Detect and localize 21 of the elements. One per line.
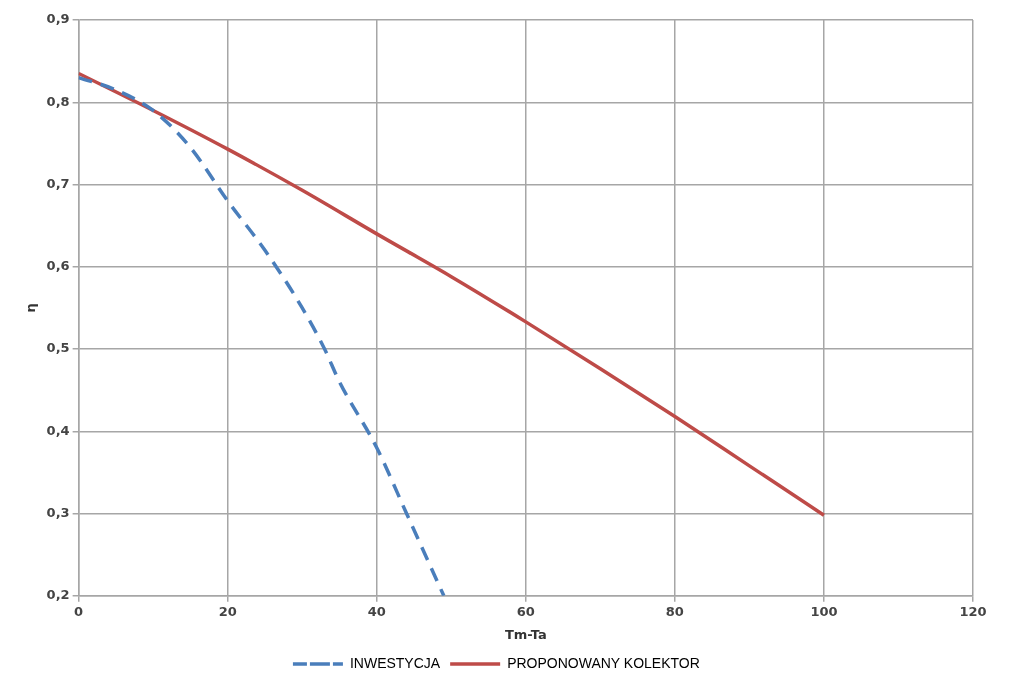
y-tick-label: 0,6 [46, 258, 70, 274]
x-tick-label: 80 [665, 603, 684, 619]
y-tick-label: 0,4 [46, 422, 70, 438]
legend-label: INWESTYCJA [349, 654, 441, 671]
x-axis-title: Tm-Ta [504, 626, 547, 642]
x-tick-label: 120 [959, 603, 987, 619]
x-tick-label: 0 [74, 603, 84, 619]
line-series [78, 75, 446, 596]
y-axis-title: η [23, 303, 39, 313]
y-tick-label: 0,9 [46, 11, 70, 27]
x-tick-label: 100 [810, 603, 838, 619]
x-tick-label: 40 [367, 603, 386, 619]
y-tick-label: 0,3 [46, 504, 70, 520]
y-tick-label: 0,5 [46, 340, 70, 356]
y-tick-label: 0,8 [46, 93, 70, 109]
y-tick-label: 0,7 [46, 175, 70, 191]
x-tick-label: 20 [218, 603, 237, 619]
x-tick-label: 60 [516, 603, 535, 619]
y-tick-label: 0,2 [46, 587, 70, 603]
line-series [78, 71, 826, 517]
legend-label: PROPONOWANY KOLEKTOR [507, 654, 700, 671]
